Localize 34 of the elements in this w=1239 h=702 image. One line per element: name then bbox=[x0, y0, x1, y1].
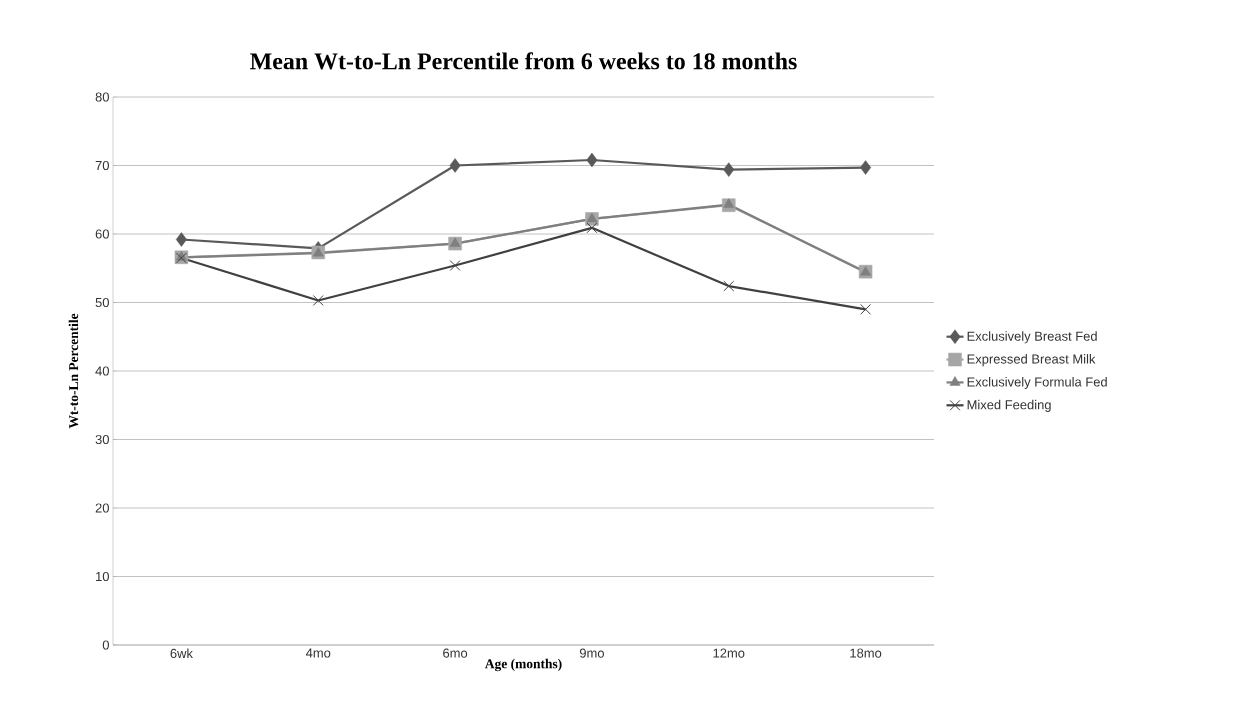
point bbox=[312, 295, 324, 306]
legend-label: Exclusively Formula Fed bbox=[967, 376, 1107, 390]
y-tick-label: 10 bbox=[96, 571, 109, 582]
point bbox=[723, 198, 735, 208]
legend-label: Expressed Breast Milk bbox=[967, 354, 1096, 367]
y-tick-label: 30 bbox=[95, 434, 109, 445]
y-tick-label: 40 bbox=[95, 366, 109, 376]
point bbox=[723, 280, 735, 292]
point bbox=[586, 222, 598, 234]
legend-label: Mixed Feeding bbox=[967, 399, 1051, 412]
chart-title: Mean Wt-to-Ln Percentile from 6 weeks to 18 months bbox=[250, 52, 797, 70]
y-tick-label: 70 bbox=[95, 160, 109, 171]
x-tick-label: 18mo bbox=[850, 648, 882, 658]
point bbox=[175, 232, 187, 247]
x-axis-title: Age (months) bbox=[484, 658, 562, 672]
y-tick-label: 20 bbox=[95, 503, 109, 513]
x-tick-label: 12mo bbox=[713, 648, 745, 658]
x-tick-label: 4mo bbox=[305, 648, 331, 658]
point bbox=[449, 237, 461, 247]
x-tick-label: 9mo bbox=[579, 648, 604, 658]
legend-label: Exclusively Breast Fed bbox=[967, 331, 1097, 344]
point bbox=[449, 158, 461, 173]
x-tick-label: 6wk bbox=[170, 648, 193, 659]
point bbox=[860, 160, 872, 175]
point bbox=[723, 162, 735, 177]
point bbox=[860, 303, 872, 315]
y-tick-label: 0 bbox=[102, 640, 109, 650]
y-axis-title: Wt-to-Ln Percentile bbox=[68, 313, 79, 429]
y-tick-label: 60 bbox=[95, 229, 109, 239]
point bbox=[586, 152, 598, 168]
x-tick-label: 6mo bbox=[443, 648, 468, 658]
y-tick-label: 80 bbox=[95, 92, 109, 102]
point bbox=[449, 260, 461, 271]
y-tick-label: 50 bbox=[95, 297, 109, 308]
